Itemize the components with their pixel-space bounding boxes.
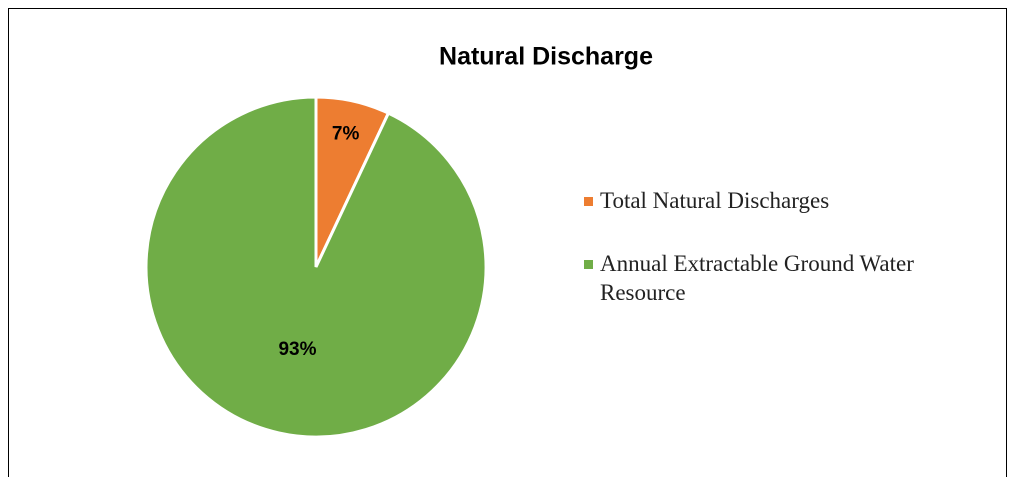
legend: Total Natural Discharges Annual Extractab… (584, 186, 924, 341)
legend-swatch (584, 197, 593, 206)
data-label: 93% (278, 339, 316, 360)
legend-swatch (584, 260, 593, 269)
legend-item: Total Natural Discharges (584, 186, 924, 215)
chart-title: Natural Discharge (439, 43, 653, 71)
legend-item: Annual Extractable Ground Water Resource (584, 249, 924, 307)
legend-label: Annual Extractable Ground Water Resource (600, 251, 914, 305)
chart-border (8, 8, 1007, 477)
pie-slice (144, 95, 488, 439)
data-label: 7% (332, 123, 360, 144)
legend-label: Total Natural Discharges (600, 188, 830, 213)
